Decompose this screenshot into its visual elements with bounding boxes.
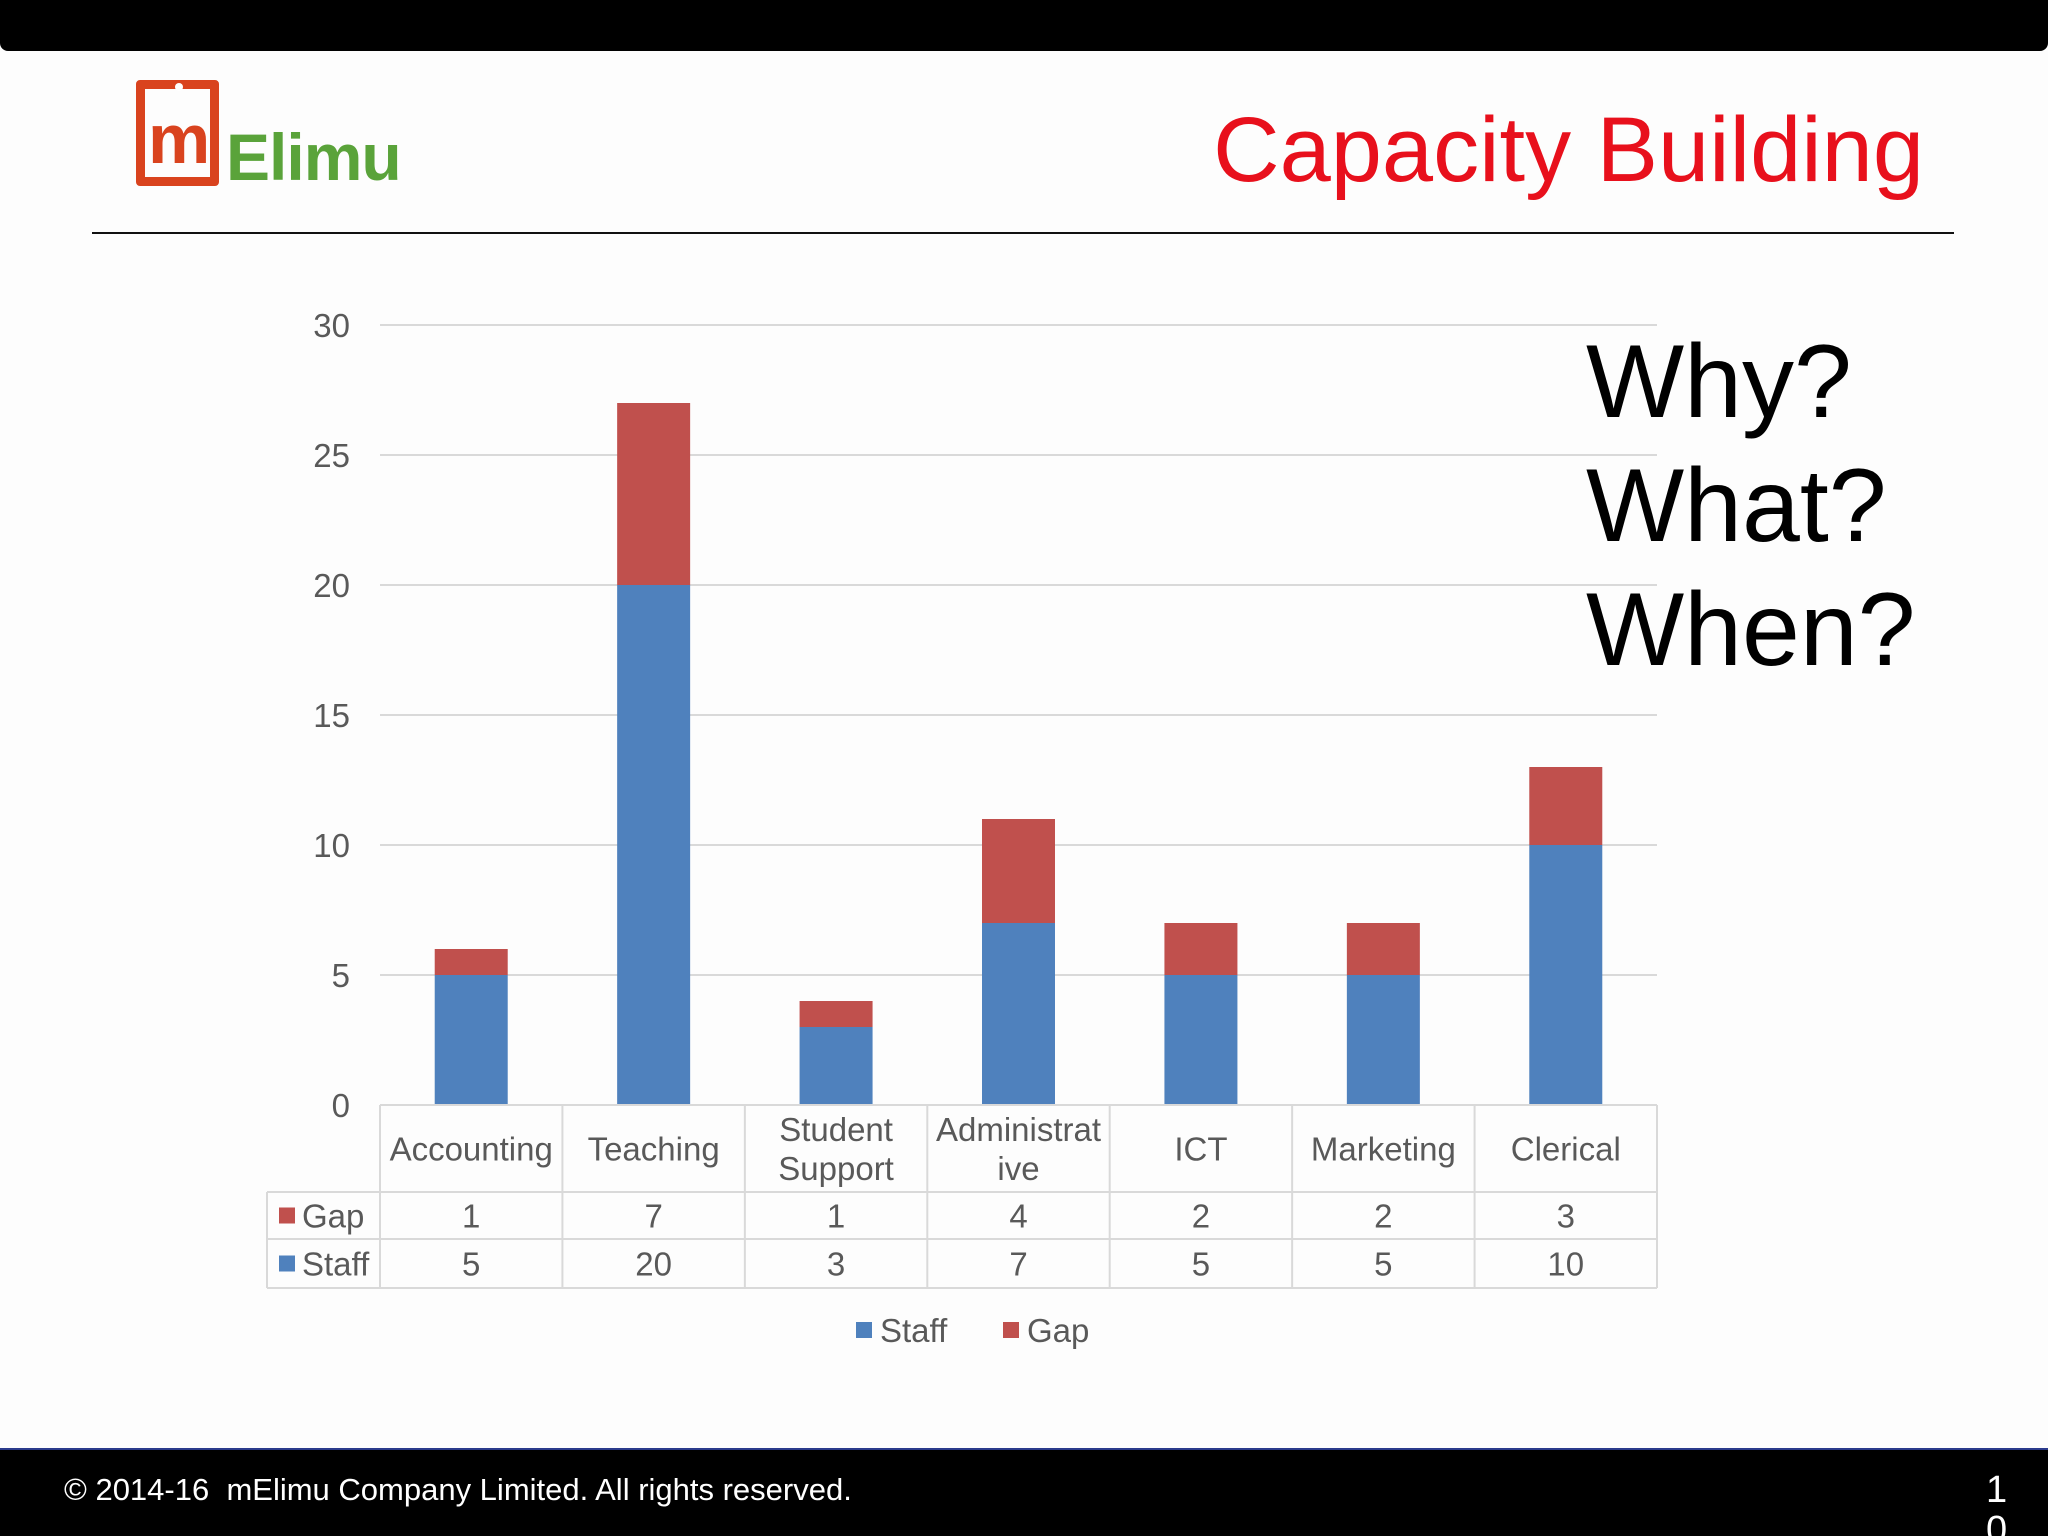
y-tick-label: 10 (313, 827, 350, 864)
category-label: Administrat (936, 1111, 1101, 1148)
category-label: Student (779, 1111, 893, 1148)
slide-title: Capacity Building (1213, 99, 1924, 201)
table-cell-value: 20 (635, 1246, 672, 1283)
logo-wordmark: Elimu (226, 120, 402, 194)
logo-mark-letter: m (148, 100, 211, 178)
legend-label: Staff (880, 1312, 948, 1349)
table-row-label: Gap (302, 1198, 364, 1235)
bar-staff (799, 1027, 873, 1105)
category-label: Clerical (1511, 1131, 1621, 1168)
bar-staff (1346, 975, 1420, 1105)
table-cell-value: 7 (1009, 1246, 1027, 1283)
y-tick-label: 0 (332, 1087, 350, 1124)
table-cell-value: 2 (1374, 1198, 1392, 1235)
table-cell-value: 3 (1557, 1198, 1575, 1235)
category-label: Marketing (1311, 1131, 1456, 1168)
bar-gap (1529, 767, 1603, 845)
bar-gap (799, 1001, 873, 1027)
category-label: Teaching (588, 1131, 720, 1168)
table-legend-key (279, 1255, 295, 1272)
title-divider (92, 232, 1954, 234)
bar-staff (1529, 845, 1603, 1105)
question-when: When? (1586, 572, 1916, 688)
bar-gap (1346, 923, 1420, 975)
bar-gap (617, 403, 691, 585)
table-cell-value: 5 (1192, 1246, 1210, 1283)
melimu-logo: m Elimu (136, 76, 406, 196)
category-label: ICT (1174, 1131, 1227, 1168)
question-why: Why? (1586, 324, 1852, 440)
bar-staff (617, 585, 691, 1105)
y-tick-label: 20 (313, 567, 350, 604)
logo-tablet-icon (136, 80, 219, 186)
table-cell-value: 2 (1192, 1198, 1210, 1235)
legend-label: Gap (1027, 1312, 1089, 1349)
legend-swatch (1003, 1322, 1019, 1338)
category-label: Support (778, 1150, 894, 1187)
top-bar (0, 0, 2048, 51)
bar-staff (982, 923, 1055, 1105)
footer-bar: © 2014-16 mElimu Company Limited. All ri… (0, 1448, 2048, 1536)
table-row-label: Staff (302, 1246, 370, 1283)
bar-gap (982, 819, 1055, 923)
bar-gap (1164, 923, 1238, 975)
legend-swatch (856, 1322, 872, 1338)
table-cell-value: 3 (827, 1246, 845, 1283)
y-tick-label: 30 (313, 307, 350, 344)
questions-list: Why? What? When? (1586, 320, 1916, 692)
y-tick-label: 15 (313, 697, 350, 734)
table-cell-value: 5 (462, 1246, 480, 1283)
question-what: What? (1586, 448, 1887, 564)
table-cell-value: 1 (827, 1198, 845, 1235)
table-legend-key (279, 1207, 295, 1224)
bar-staff (434, 975, 508, 1105)
category-label: Accounting (390, 1131, 553, 1168)
bar-gap (434, 949, 508, 975)
copyright-text: © 2014-16 mElimu Company Limited. All ri… (64, 1472, 852, 1507)
category-label: ive (997, 1150, 1039, 1187)
y-tick-label: 5 (332, 957, 350, 994)
table-cell-value: 1 (462, 1198, 480, 1235)
table-cell-value: 10 (1547, 1246, 1584, 1283)
page-number: 10 (1986, 1470, 2008, 1536)
table-cell-value: 7 (644, 1198, 662, 1235)
y-tick-label: 25 (313, 437, 350, 474)
table-cell-value: 4 (1009, 1198, 1027, 1235)
table-cell-value: 5 (1374, 1246, 1392, 1283)
bar-staff (1164, 975, 1238, 1105)
